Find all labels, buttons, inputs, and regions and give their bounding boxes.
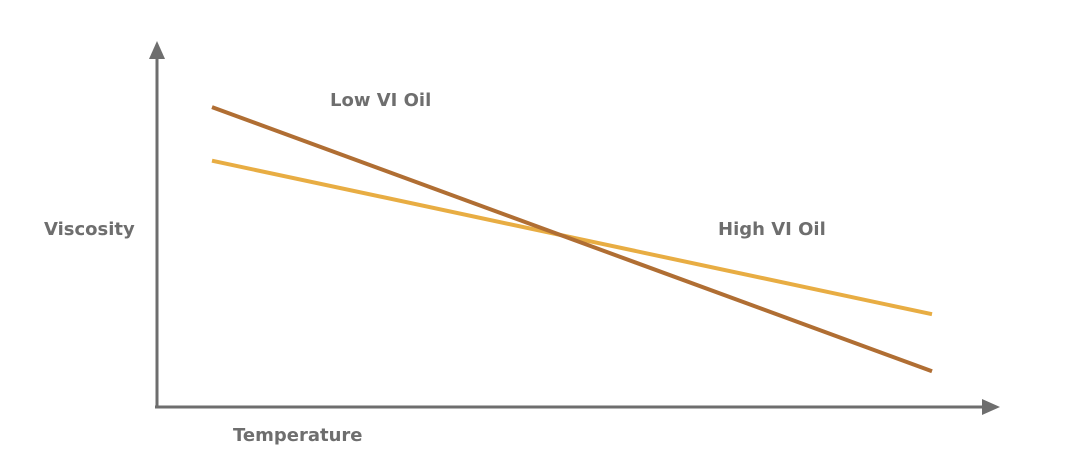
x-axis-label: Temperature — [233, 425, 362, 446]
y-axis-label: Viscosity — [44, 219, 135, 240]
chart-axes — [149, 41, 1000, 415]
series-line-low-vi-oil — [211, 105, 933, 374]
x-axis-arrow-icon — [982, 399, 1000, 415]
series-label-low-vi-oil: Low VI Oil — [330, 90, 431, 111]
series-label-high-vi-oil: High VI Oil — [718, 219, 826, 240]
y-axis-arrow-icon — [149, 41, 165, 59]
series-layer — [211, 105, 933, 374]
